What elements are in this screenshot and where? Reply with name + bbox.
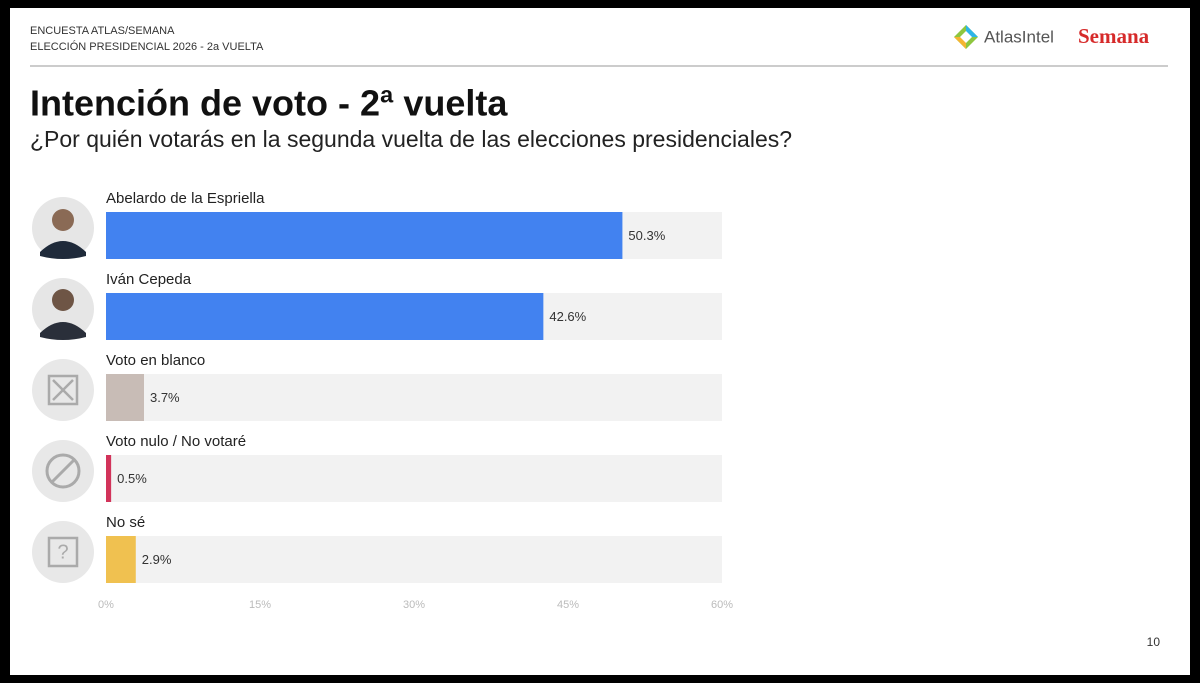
- chart-subtitle: ¿Por quién votarás en la segunda vuelta …: [30, 126, 792, 152]
- bar-track: [106, 455, 722, 502]
- bar-track: [106, 374, 722, 421]
- atlas-logo-icon: [954, 25, 978, 49]
- logo: Semana: [1078, 24, 1150, 48]
- logo: AtlasIntel: [984, 27, 1054, 46]
- category-label: Abelardo de la Espriella: [106, 190, 265, 207]
- avatar: [32, 278, 94, 340]
- header-line: ELECCIÓN PRESIDENCIAL 2026 - 2a VUELTA: [30, 40, 264, 53]
- blank-vote-icon: [32, 359, 94, 421]
- bar: [106, 374, 144, 421]
- null-vote-icon: [32, 440, 94, 502]
- value-label: 3.7%: [150, 390, 180, 405]
- value-label: 50.3%: [628, 228, 665, 243]
- x-tick-label: 45%: [557, 599, 579, 611]
- category-label: No sé: [106, 514, 145, 531]
- unknown-icon: ?: [32, 521, 94, 583]
- value-label: 0.5%: [117, 471, 147, 486]
- bar-track: [106, 536, 722, 583]
- bar: [106, 536, 136, 583]
- bar: [106, 455, 112, 502]
- header-line: ENCUESTA ATLAS/SEMANA: [30, 25, 175, 37]
- category-label: Voto en blanco: [106, 352, 205, 369]
- x-tick-label: 60%: [711, 599, 733, 611]
- bar: [106, 212, 623, 259]
- category-label: Voto nulo / No votaré: [106, 433, 246, 450]
- value-label: 42.6%: [549, 309, 586, 324]
- chart-title: Intención de voto - 2ª vuelta: [30, 83, 508, 124]
- bar: [106, 293, 544, 340]
- x-tick-label: 30%: [403, 599, 425, 611]
- page-number: 10: [1147, 635, 1161, 649]
- x-tick-label: 0%: [98, 599, 114, 611]
- svg-text:?: ?: [57, 541, 68, 563]
- x-tick-label: 15%: [249, 599, 271, 611]
- category-label: Iván Cepeda: [106, 271, 192, 288]
- value-label: 2.9%: [142, 552, 172, 567]
- avatar: [32, 197, 94, 259]
